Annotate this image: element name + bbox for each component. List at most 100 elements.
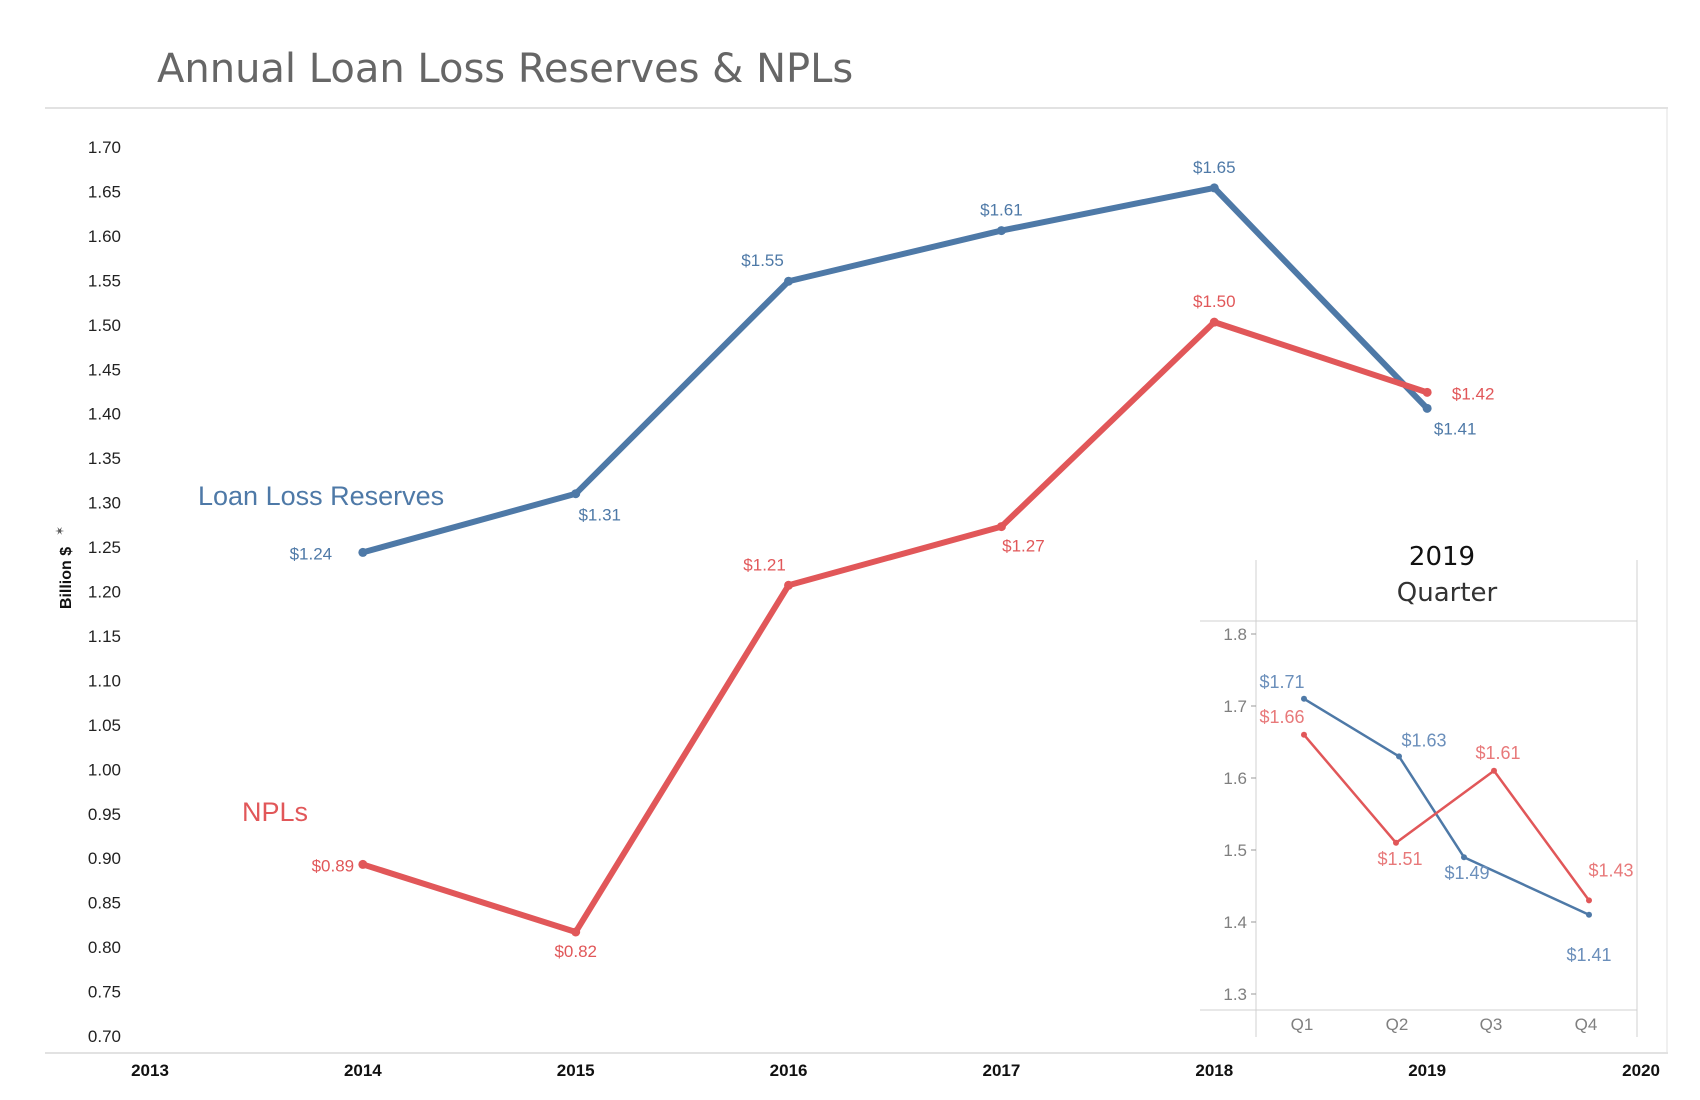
inset-data-label: $1.43 [1588, 860, 1633, 880]
data-label: $1.24 [290, 544, 333, 563]
y-tick-label: 1.30 [88, 494, 121, 513]
inset-x-tick-label: Q3 [1480, 1015, 1503, 1034]
inset-data-point [1586, 897, 1592, 904]
inset-series: $1.71 $1.63 $1.49 $1.41 $1.66 $1.51 $1.61 $1.43 [1259, 672, 1633, 965]
data-label: $1.21 [743, 555, 786, 574]
inset-data-label: $1.71 [1259, 672, 1304, 692]
series-line-npls [359, 319, 1431, 935]
y-tick-label: 1.45 [88, 360, 121, 379]
main-series: $1.24 $1.31 $1.55 $1.61 $1.65 $1.41 $0.89 $0.82… [290, 158, 1495, 961]
x-tick-label: 2016 [770, 1061, 808, 1080]
x-tick-label: 2020 [1622, 1061, 1660, 1080]
inset-series-line-red [1303, 733, 1591, 902]
inset-data-label: $1.49 [1444, 863, 1489, 883]
y-tick-label: 0.70 [88, 1027, 121, 1046]
inset-x-axis-ticks: Q1 Q2 Q3 Q4 [1291, 1015, 1598, 1034]
y-tick-label: 1.50 [88, 316, 121, 335]
inset-x-tick-label: Q4 [1575, 1015, 1598, 1034]
inset-data-point [1301, 695, 1307, 702]
data-label: $0.89 [312, 856, 355, 875]
y-axis-ticks: 1.70 1.65 1.60 1.55 1.50 1.45 1.40 1.35 1.30 1.25… [88, 138, 121, 1046]
inset-data-label: $1.66 [1259, 707, 1304, 727]
y-tick-label: 1.25 [88, 538, 121, 557]
data-label: $1.65 [1193, 158, 1236, 177]
data-point [1422, 387, 1432, 397]
data-label: $1.41 [1434, 419, 1477, 438]
y-tick-label: 1.55 [88, 271, 121, 290]
inset-y-tick-label: 1.8 [1223, 625, 1247, 644]
y-tick-label: 0.85 [88, 894, 121, 913]
chart-title: Annual Loan Loss Reserves & NPLs [157, 46, 854, 92]
data-point [996, 522, 1006, 532]
data-point [784, 276, 794, 286]
data-point [996, 226, 1006, 236]
inset-y-tick-label: 1.3 [1223, 985, 1247, 1004]
y-tick-label: 1.10 [88, 671, 121, 690]
inset-x-tick-label: Q2 [1386, 1015, 1409, 1034]
x-tick-label: 2017 [983, 1061, 1021, 1080]
y-tick-label: 0.95 [88, 805, 121, 824]
inset-data-point [1396, 753, 1402, 760]
inset-y-tick-label: 1.6 [1223, 769, 1247, 788]
inset-data-label: $1.51 [1377, 849, 1422, 869]
data-label: $1.50 [1193, 292, 1236, 311]
x-tick-label: 2018 [1195, 1061, 1233, 1080]
data-label: $1.27 [1002, 537, 1045, 556]
series-line-loan-loss-reserves [359, 184, 1431, 556]
y-tick-label: 1.60 [88, 227, 121, 246]
inset-series-line-blue [1303, 697, 1590, 916]
inset-data-label: $1.41 [1566, 945, 1611, 965]
data-point [784, 580, 794, 590]
x-tick-label: 2014 [344, 1061, 382, 1080]
inset-data-point [1301, 731, 1307, 738]
data-label: $0.82 [554, 942, 597, 961]
data-label: $1.61 [980, 201, 1023, 220]
inset-x-tick-label: Q1 [1291, 1015, 1314, 1034]
inset-data-point [1491, 767, 1497, 774]
y-axis-title: Billion $ [58, 547, 75, 609]
y-axis-title-group: Billion $ ✶ [53, 526, 75, 609]
inset-y-tick-label: 1.4 [1223, 913, 1247, 932]
y-tick-label: 1.20 [88, 583, 121, 602]
inset-data-point [1461, 854, 1467, 861]
series-name-npls: NPLs [242, 797, 308, 827]
data-point [1422, 403, 1432, 413]
inset-y-tick-label: 1.7 [1223, 697, 1247, 716]
inset-y-axis-ticks: 1.8 1.7 1.6 1.5 1.4 1.3 [1223, 625, 1256, 1004]
y-tick-label: 1.15 [88, 627, 121, 646]
x-tick-label: 2019 [1408, 1061, 1446, 1080]
x-tick-label: 2015 [557, 1061, 595, 1080]
inset-data-point [1393, 839, 1399, 846]
series-name-labels: Loan Loss Reserves NPLs [198, 481, 444, 827]
data-label: $1.42 [1452, 384, 1495, 403]
y-tick-label: 1.00 [88, 760, 121, 779]
y-tick-label: 1.05 [88, 716, 121, 735]
inset-data-label: $1.63 [1401, 730, 1446, 750]
data-point [571, 927, 581, 937]
data-point [1209, 317, 1219, 327]
data-point [571, 489, 581, 499]
data-label: $1.55 [741, 251, 784, 270]
data-point [358, 547, 368, 557]
x-tick-label: 2013 [131, 1061, 169, 1080]
data-label: $1.31 [578, 506, 621, 525]
inset-title: 2019 [1409, 542, 1475, 572]
y-tick-label: 1.35 [88, 449, 121, 468]
pin-icon: ✶ [53, 526, 67, 536]
data-point [358, 859, 368, 869]
inset-data-label: $1.61 [1475, 743, 1520, 763]
series-name-loan-loss-reserves: Loan Loss Reserves [198, 481, 444, 511]
y-tick-label: 0.80 [88, 938, 121, 957]
data-point [1209, 183, 1219, 193]
y-tick-label: 1.65 [88, 182, 121, 201]
y-tick-label: 1.70 [88, 138, 121, 157]
y-tick-label: 1.40 [88, 405, 121, 424]
inset-subtitle: Quarter [1397, 578, 1498, 608]
quarterly-inset: 2019 Quarter 1.8 1.7 1.6 1.5 1.4 1.3 Q1 Q2 Q3 Q4… [1200, 542, 1638, 1037]
inset-y-tick-label: 1.5 [1223, 841, 1247, 860]
y-tick-label: 0.90 [88, 849, 121, 868]
x-axis-ticks: 2013 2014 2015 2016 2017 2018 2019 2020 [131, 1061, 1660, 1080]
y-tick-label: 0.75 [88, 983, 121, 1002]
inset-data-point [1586, 911, 1592, 918]
